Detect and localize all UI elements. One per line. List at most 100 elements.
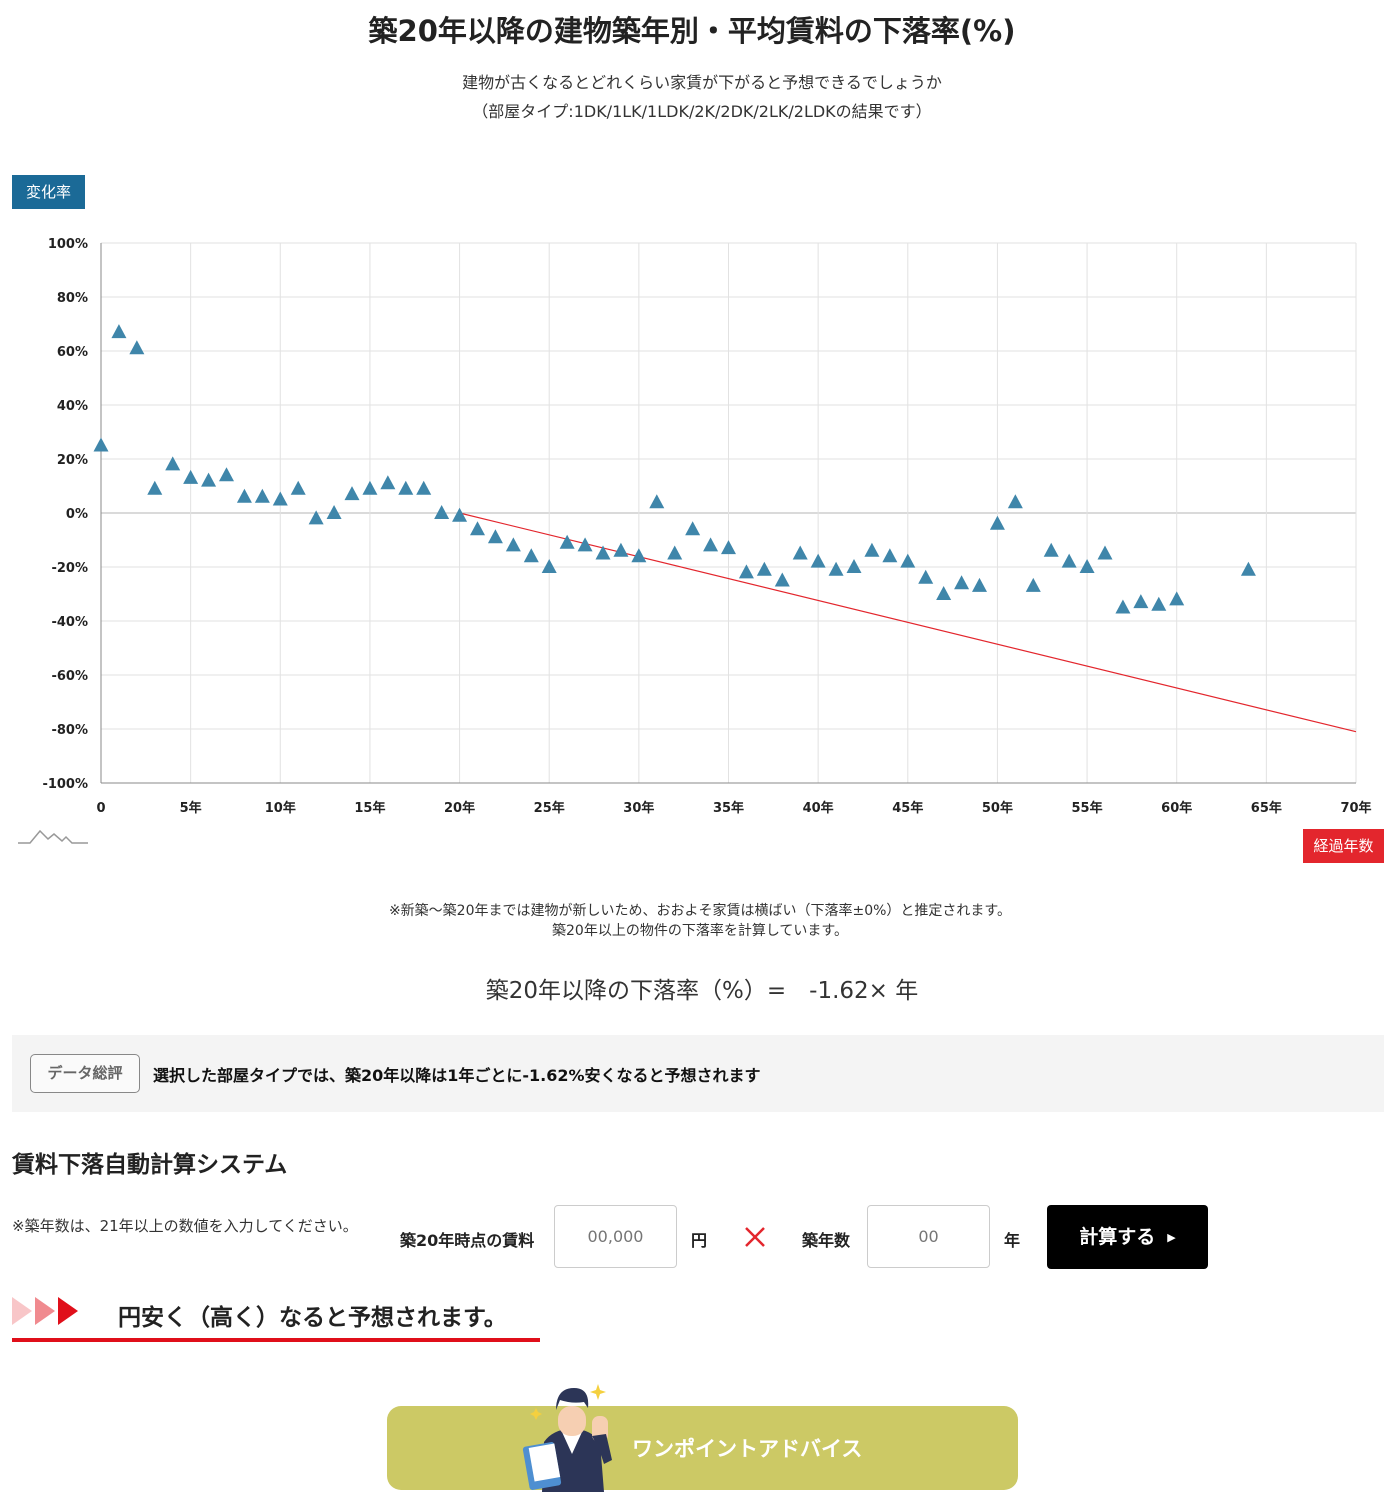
summary-text: 選択した部屋タイプでは、築20年以降は1年ごとに-1.62%安くなると予想されま… [153, 1066, 761, 1085]
data-point [989, 515, 1005, 530]
data-point [236, 488, 252, 503]
calculator-title: 賃料下落自動計算システム [12, 1152, 288, 1178]
data-point [738, 564, 754, 579]
x-tick-label: 10年 [265, 800, 296, 816]
y-tick-label: -80% [51, 723, 88, 738]
data-point [1025, 577, 1041, 592]
advice-label: ワンポイントアドバイス [632, 1437, 863, 1461]
data-point [685, 521, 701, 536]
summary-badge: データ総評 [30, 1054, 140, 1093]
one-point-advice-button[interactable]: ワンポイントアドバイス [387, 1406, 1018, 1490]
x-tick-label: 35年 [713, 800, 744, 816]
x-tick-label: 65年 [1251, 800, 1282, 816]
trend-line [459, 512, 1357, 733]
data-point [183, 469, 199, 484]
x-tick-label: 5年 [180, 800, 202, 816]
y-tick-label: -20% [51, 561, 88, 576]
data-point [649, 494, 665, 509]
data-point [631, 548, 647, 563]
calculate-button[interactable]: 計算する ▶ [1047, 1205, 1208, 1269]
data-point [272, 491, 288, 506]
data-point [487, 529, 503, 544]
formula-text: 築20年以降の下落率（%）= -1.62× 年 [485, 978, 919, 1004]
x-tick-label: 0 [96, 801, 105, 816]
data-point [111, 324, 127, 339]
y-tick-label: 0% [66, 507, 88, 522]
data-point [165, 456, 181, 471]
result-underline [12, 1338, 540, 1342]
data-point [470, 521, 485, 536]
data-point [380, 475, 396, 490]
data-point [756, 561, 772, 576]
note-line-2: 築20年以上の物件の下落率を計算しています。 [552, 923, 848, 939]
data-point [1115, 599, 1131, 614]
data-point [792, 545, 808, 560]
x-axis-label: 経過年数 [1303, 829, 1384, 863]
y-tick-label: -40% [51, 615, 88, 630]
data-summary: データ総評 選択した部屋タイプでは、築20年以降は1年ごとに-1.62%安くなる… [12, 1035, 1384, 1112]
data-point [1169, 591, 1185, 606]
chart-note: ※新築～築20年までは建物が新しいため、おおよそ家賃は横ばい（下落率±0%）と推… [0, 901, 1384, 941]
data-point [541, 559, 557, 573]
data-point [667, 545, 683, 560]
subtitle-line-2: （部屋タイプ:1DK/1LK/1LDK/2K/2DK/2LK/2LDKの結果です… [472, 102, 932, 121]
y-tick-label: 40% [57, 399, 88, 414]
x-tick-label: 15年 [354, 800, 385, 816]
subtitle-line-1: 建物が古くなるとどれくらい家賃が下がると予想できるでしょうか [462, 73, 942, 92]
data-point [326, 505, 342, 519]
data-point [201, 472, 217, 487]
page-subtitle: 建物が古くなるとどれくらい家賃が下がると予想できるでしょうか （部屋タイプ:1D… [0, 68, 1384, 126]
y-tick-label: 100% [48, 237, 88, 252]
age-label: 築年数 [802, 1231, 851, 1250]
y-tick-label: 20% [57, 453, 88, 468]
data-point [972, 577, 987, 592]
triple-arrow-icon [12, 1297, 78, 1325]
data-point [219, 467, 234, 482]
data-point [398, 480, 414, 495]
advisor-person-icon [522, 1384, 612, 1492]
y-tick-label: 80% [57, 291, 88, 306]
mountain-logo-icon [18, 829, 88, 844]
data-point [344, 486, 360, 501]
data-point [1151, 596, 1167, 611]
data-point [362, 480, 378, 495]
rent-input[interactable] [554, 1205, 677, 1268]
calculate-button-label: 計算する [1079, 1226, 1156, 1248]
x-tick-label: 70年 [1340, 800, 1371, 816]
data-point [900, 553, 916, 568]
x-tick-label: 40年 [803, 800, 834, 816]
data-point [308, 510, 324, 525]
y-tick-label: 60% [57, 345, 88, 360]
data-point [703, 537, 719, 552]
data-point [721, 540, 736, 555]
x-tick-label: 30年 [623, 800, 654, 816]
play-triangle-icon: ▶ [1167, 1231, 1176, 1244]
x-tick-label: 50年 [982, 800, 1013, 816]
age-input[interactable] [867, 1205, 990, 1268]
data-point [416, 480, 432, 495]
data-point [523, 548, 539, 563]
x-tick-label: 55年 [1072, 800, 1103, 816]
data-point [1061, 553, 1077, 568]
x-tick-label: 60年 [1161, 800, 1192, 816]
data-point [882, 548, 898, 563]
data-point [129, 340, 145, 355]
data-point [774, 572, 790, 587]
data-point [954, 575, 970, 590]
data-point [1240, 561, 1256, 576]
x-tick-label: 20年 [444, 800, 475, 816]
data-point [559, 534, 575, 549]
result-text: 円安く（高く）なると予想されます。 [118, 1305, 507, 1331]
data-point [290, 480, 306, 495]
data-point [1097, 545, 1113, 560]
data-point [452, 507, 468, 522]
data-point [505, 537, 521, 552]
data-point [936, 586, 952, 600]
data-point [1043, 542, 1059, 557]
data-point [846, 559, 862, 573]
data-point [595, 545, 611, 560]
rent-label: 築20年時点の賃料 [400, 1231, 535, 1250]
y-tick-label: -100% [42, 777, 88, 792]
data-point [93, 437, 109, 452]
data-point [1133, 594, 1149, 609]
